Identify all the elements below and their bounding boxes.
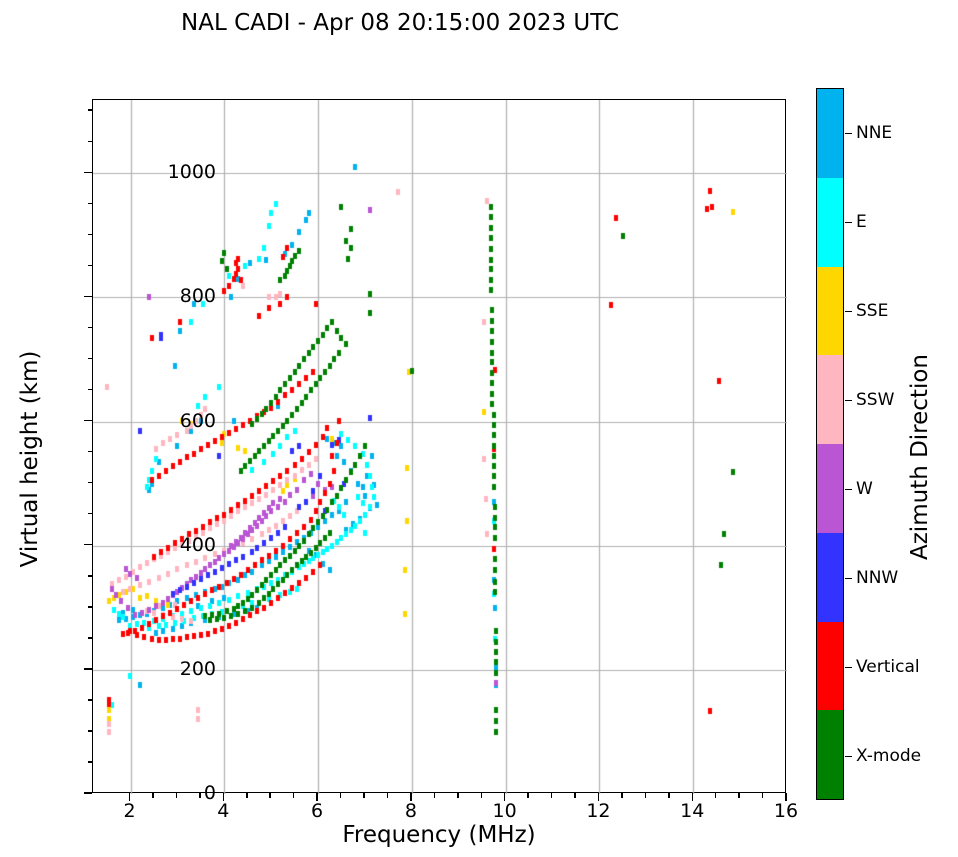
y-axis-minor-tick [87,388,92,391]
x-axis-minor-tick [339,793,342,798]
x-axis-minor-tick [386,793,389,798]
colorbar-entry-label: NNW [856,567,899,588]
x-axis-minor-tick [527,793,529,798]
x-axis-minor-tick [714,793,717,798]
x-tick-label: 14 [680,800,705,822]
plot-area [92,99,787,794]
x-tick-label: 8 [404,800,417,822]
colorbar-band-e [817,177,843,267]
colorbar-band-nnw [817,532,843,622]
y-tick-label: 1000 [167,161,216,184]
x-axis-major-tick [410,793,412,801]
y-axis-minor-tick [87,606,92,608]
y-tick-label: 800 [179,285,216,308]
x-axis-minor-tick [433,793,436,798]
x-axis-major-tick [597,793,600,801]
x-tick-label: 12 [586,800,611,822]
colorbar-entry-label: NNE [856,122,893,143]
y-axis-major-tick [84,543,92,546]
x-axis-major-tick [128,793,131,801]
x-tick-label: 4 [217,800,230,822]
colorbar-tick [845,755,852,757]
colorbar-band-vertical [817,621,843,711]
x-axis-minor-tick [668,793,670,798]
y-axis-minor-tick [87,730,92,732]
x-tick-label: 2 [123,800,136,822]
y-axis-major-tick [84,171,92,174]
colorbar-tick [845,666,852,668]
y-axis-major-tick [84,792,92,794]
x-axis-major-tick [691,793,694,801]
colorbar-entry-label: W [856,478,873,499]
colorbar-band-nne [817,89,843,178]
y-axis-minor-tick [87,326,92,329]
x-axis-minor-tick [175,793,178,798]
x-tick-label: 16 [773,800,799,822]
y-tick-label: 0 [203,782,216,804]
y-axis-major-tick [84,295,92,298]
x-tick-label: 6 [311,800,324,822]
ionogram-canvas [93,100,787,794]
y-axis-minor-tick [87,109,92,111]
x-tick-label: 10 [492,800,517,822]
x-axis-major-tick [503,793,506,801]
y-axis-minor-tick [87,357,92,360]
colorbar-band-w [817,444,843,533]
y-axis-label: Virtual height (km) [17,350,43,568]
colorbar-entry-label: E [856,211,867,232]
colorbar-entry-label: X-mode [856,745,922,766]
colorbar-entry-label: SSE [856,300,889,321]
y-axis-minor-tick [87,264,92,267]
y-axis-minor-tick [87,761,92,763]
colorbar-band-x-mode [817,710,843,799]
y-axis-minor-tick [87,202,92,205]
colorbar-entry-label: Vertical [856,656,920,677]
colorbar-tick [845,310,852,312]
colorbar-entry-label: SSW [856,389,895,410]
y-axis-major-tick [84,668,92,670]
colorbar [816,88,844,800]
x-axis-minor-tick [550,793,553,798]
x-axis-minor-tick [644,793,647,798]
x-axis-minor-tick [738,793,740,798]
x-axis-minor-tick [363,793,365,798]
colorbar-tick [845,488,852,490]
x-axis-major-tick [222,793,225,801]
y-axis-minor-tick [87,481,92,484]
x-axis-minor-tick [246,793,248,798]
y-axis-minor-tick [87,233,92,236]
y-axis-minor-tick [87,450,92,453]
colorbar-tick [845,132,852,134]
colorbar-tick [845,577,852,579]
y-axis-minor-tick [87,512,92,515]
colorbar-tick [845,221,852,223]
y-axis-minor-tick [87,637,92,639]
y-axis-major-tick [84,419,92,422]
x-axis-minor-tick [199,793,201,798]
x-axis-minor-tick [480,793,482,798]
x-axis-minor-tick [621,793,623,798]
page-title: NAL CADI - Apr 08 20:15:00 2023 UTC [181,10,619,36]
colorbar-label: Azimuth Direction [907,354,933,560]
x-axis-label: Frequency (MHz) [342,822,536,848]
y-axis-minor-tick [87,699,92,701]
y-axis-minor-tick [87,140,92,142]
y-tick-label: 200 [179,657,216,680]
colorbar-band-sse [817,266,843,356]
x-axis-minor-tick [269,793,271,798]
x-axis-minor-tick [292,793,295,798]
colorbar-band-ssw [817,355,843,444]
y-axis-minor-tick [87,575,92,577]
y-tick-label: 400 [179,533,216,556]
colorbar-tick [845,399,852,401]
x-axis-major-tick [316,793,318,801]
x-axis-minor-tick [457,793,459,798]
x-axis-minor-tick [574,793,576,798]
x-axis-minor-tick [152,793,154,798]
y-tick-label: 600 [179,409,216,432]
x-axis-major-tick [785,793,787,801]
x-axis-minor-tick [761,793,764,798]
